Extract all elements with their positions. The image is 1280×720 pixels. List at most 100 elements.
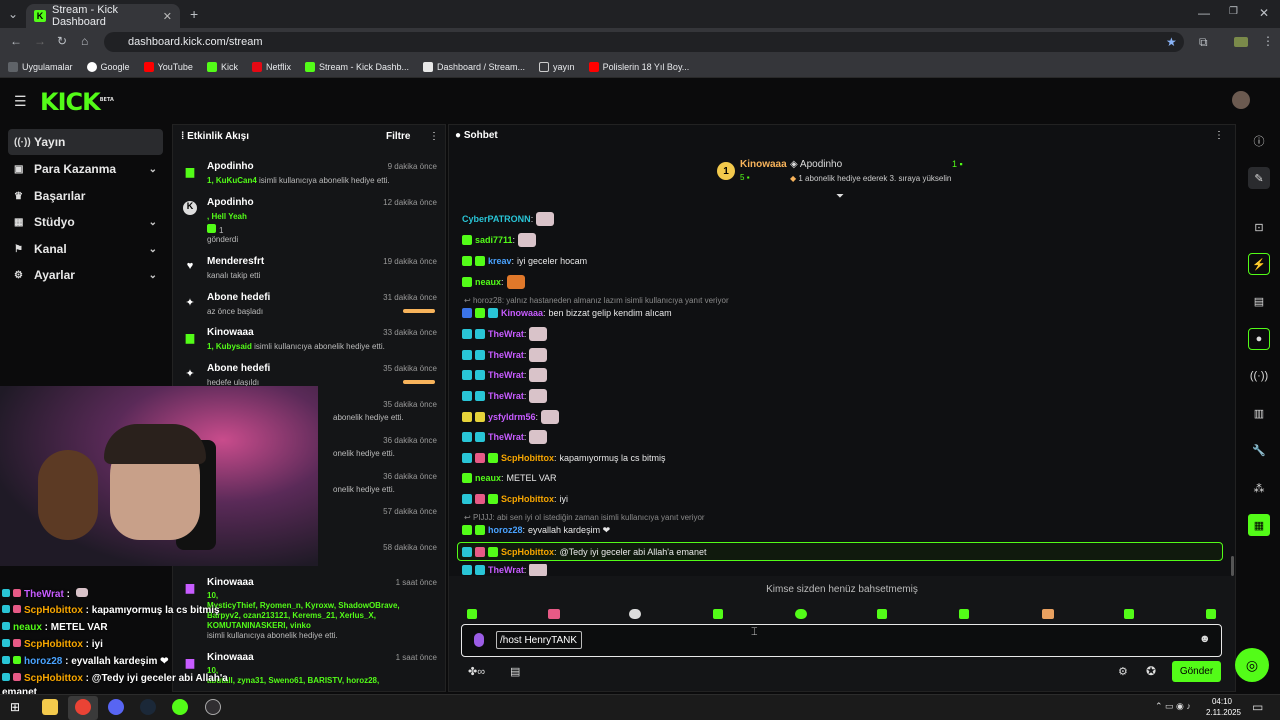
chat-settings-gear-icon[interactable]: ⚙ [1118, 666, 1128, 678]
chat-scrollbar[interactable] [1231, 556, 1234, 576]
bookmark-kick-stream[interactable]: Stream - Kick Dashb... [304, 61, 409, 72]
file-explorer-icon[interactable] [42, 699, 58, 715]
quick-actions-icon[interactable]: ⚡ [1248, 253, 1270, 275]
bookmark-apps[interactable]: Uygulamalar [8, 61, 73, 72]
microphone-icon[interactable] [474, 633, 484, 647]
forward-icon[interactable]: → [34, 34, 46, 48]
chat-options-icon[interactable]: ⋮ [1214, 130, 1224, 141]
sidebar-item-kanal[interactable]: ⚑ Kanal ⌄ [14, 242, 157, 256]
feed-item: ▆ Kinowaaa 1 saat önce 10, MysticyThief,… [183, 577, 443, 647]
extensions-icon[interactable]: ⧉ [1199, 35, 1208, 49]
screen-capture-icon[interactable]: ⊡ [1254, 221, 1264, 234]
browser-menu-icon[interactable]: ⋮ [1262, 34, 1274, 48]
filter-button[interactable]: Filtre [386, 131, 411, 142]
feed-item: ✦ Abone hedefi 35 dakika önce hedefe ula… [183, 363, 443, 393]
emote-icon[interactable] [1124, 609, 1134, 619]
kick-app-icon[interactable] [172, 699, 188, 715]
info-icon[interactable]: ⓘ [1253, 136, 1265, 148]
emote-icon[interactable] [629, 609, 641, 619]
connections-icon[interactable]: ⁂ [1253, 482, 1265, 495]
emote-icon[interactable] [959, 609, 969, 619]
studio-icon: ▦ [14, 216, 24, 228]
windows-start-icon[interactable]: ⊞ [10, 700, 21, 714]
emote-icon[interactable] [877, 609, 887, 619]
emote-icon[interactable] [713, 609, 723, 619]
emote-icon[interactable] [467, 609, 477, 619]
browser-tab[interactable]: K Stream - Kick Dashboard ✕ [26, 4, 180, 28]
steam-icon[interactable] [140, 699, 156, 715]
window-close-icon[interactable]: ✕ [1259, 6, 1270, 20]
gifter-badge-icon [488, 494, 498, 504]
support-icon[interactable]: ◎ [1235, 648, 1269, 682]
avatar[interactable] [1232, 91, 1250, 109]
kick-coin-icon [207, 224, 216, 233]
reply-context[interactable]: ↩ PIJJJ: abi sen iyi ol istediğin zaman … [464, 513, 705, 522]
feed-item: ✦ Abone hedefi 31 dakika önce az önce ba… [183, 292, 443, 322]
emote-icon[interactable] [548, 609, 560, 619]
sidebar-item-ayarlar[interactable]: ⚙ Ayarlar ⌄ [14, 268, 157, 282]
gift-icon: ▆ [185, 582, 195, 594]
close-tab-icon[interactable]: ✕ [162, 10, 172, 23]
sidebar-item-para-kazanma[interactable]: ▣ Para Kazanma ⌄ [14, 162, 157, 176]
minimize-icon[interactable]: — [1198, 6, 1210, 20]
expand-icon[interactable]: ⏷ [836, 191, 844, 202]
sidebar-item-yayin[interactable]: ((·)) Yayın [8, 129, 163, 155]
tray-icons[interactable]: ⌃ ▭ ◉ ♪ [1155, 701, 1191, 711]
profile-icon[interactable] [1234, 37, 1248, 47]
notes-icon[interactable]: ▤ [1253, 295, 1265, 308]
bookmark-youtube[interactable]: YouTube [143, 61, 193, 72]
chrome-icon[interactable] [75, 699, 91, 715]
notifications-icon[interactable]: ▭ [1252, 700, 1264, 714]
top-gifter-name: Kinowaaa [740, 159, 787, 170]
gifter-badge-icon [475, 412, 485, 422]
reload-icon[interactable]: ↻ [57, 34, 68, 48]
chat-toggle-icon[interactable]: ● [1248, 328, 1270, 350]
chevron-down-icon: ⌄ [148, 269, 157, 281]
moderation-icon[interactable]: ✪ [1146, 664, 1157, 678]
tab-list-icon[interactable]: ⌄ [8, 7, 19, 21]
maximize-icon[interactable]: ❐ [1229, 6, 1238, 17]
bookmark-kick[interactable]: Kick [206, 61, 238, 72]
feed-options-icon[interactable]: ⋮ [429, 131, 439, 142]
sidebar-item-basarilar[interactable]: ♛ Başarılar [14, 189, 86, 203]
chat-message: horoz28: eyvallah kardeşim ❤ [462, 521, 610, 539]
kicks-infinity-icon[interactable]: ✤∞ [468, 666, 486, 678]
back-icon[interactable]: ← [10, 34, 22, 48]
clapperboard-icon[interactable]: ▦ [1248, 514, 1270, 536]
home-icon[interactable]: ⌂ [81, 34, 89, 48]
badge-icon [2, 622, 10, 630]
layout-icon[interactable]: ▥ [1253, 407, 1265, 420]
address-bar[interactable]: dashboard.kick.com/stream [104, 32, 1184, 52]
emoji-picker-icon[interactable]: ☻ [1199, 633, 1211, 645]
gift-icon: ▆ [185, 657, 195, 669]
bookmark-google[interactable]: Google [86, 61, 130, 72]
bookmark-star-icon[interactable]: ★ [1166, 35, 1177, 49]
edit-icon[interactable]: ✎ [1248, 167, 1270, 189]
obs-icon[interactable] [205, 699, 221, 715]
sidebar-item-studyo[interactable]: ▦ Stüdyo ⌄ [14, 215, 157, 229]
bookmark-folder-yayin[interactable]: yayın [539, 61, 575, 72]
discord-icon[interactable] [108, 699, 124, 715]
kick-logo[interactable]: KICKBETA [40, 88, 114, 116]
sub-badge-icon [475, 453, 485, 463]
gifter-badge-icon [488, 547, 498, 557]
broadcast-status-icon[interactable]: ((·)) [1249, 370, 1269, 382]
emote-icon[interactable] [795, 609, 807, 619]
feed-item: K Apodinho 12 dakika önce , Hell Yeah 1 … [183, 197, 443, 245]
bookmark-youtube-video[interactable]: Polislerin 18 Yıl Boy... [588, 61, 689, 72]
wrench-icon[interactable]: 🔧 [1252, 444, 1266, 457]
bookmark-netflix[interactable]: Netflix [251, 61, 291, 72]
send-button[interactable]: Gönder [1172, 661, 1221, 682]
store-icon[interactable]: ▤ [510, 666, 521, 678]
chat-input[interactable] [496, 631, 582, 649]
reply-context[interactable]: ↩ horoz28: yalnız hastaneden almanız laz… [464, 296, 729, 305]
bookmark-dashboard[interactable]: Dashboard / Stream... [423, 61, 525, 72]
overlay-chat-line: ScpHobittox : @Tedy iyi geceler abi Alla… [2, 673, 228, 684]
clock[interactable]: 04:10 2.11.2025 [1206, 697, 1241, 717]
emote-icon[interactable] [1042, 609, 1054, 619]
goal-progress-bar [403, 380, 435, 384]
drag-handle-icon[interactable]: ⁞ [181, 131, 188, 142]
emote-icon[interactable] [1206, 609, 1216, 619]
new-tab-icon[interactable]: + [190, 6, 199, 22]
hamburger-menu-icon[interactable]: ☰ [14, 93, 27, 109]
